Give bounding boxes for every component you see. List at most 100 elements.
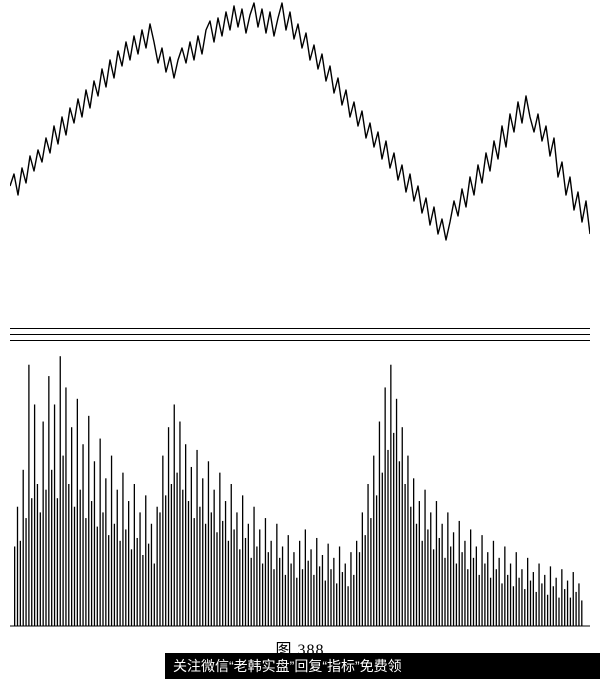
volume-bar <box>23 470 24 626</box>
volume-bar <box>188 501 189 626</box>
volume-bar <box>34 404 35 626</box>
volume-bar <box>174 404 175 626</box>
volume-bar <box>550 566 551 626</box>
volume-bar <box>65 387 66 626</box>
volume-bar <box>40 512 41 626</box>
volume-bar <box>313 575 314 626</box>
volume-bar <box>399 461 400 626</box>
volume-bar <box>179 422 180 626</box>
volume-bar <box>216 532 217 626</box>
volume-bar <box>558 598 559 626</box>
volume-bar <box>225 501 226 626</box>
volume-bar <box>196 450 197 626</box>
volume-bar <box>208 461 209 626</box>
volume-bar <box>54 404 55 626</box>
volume-bar <box>424 490 425 626</box>
promo-banner: 关注微信“老韩实盘”回复“指标”免费领 <box>165 653 600 679</box>
volume-bar <box>231 484 232 626</box>
volume-bar <box>487 552 488 626</box>
volume-bar <box>578 583 579 626</box>
volume-bar <box>402 427 403 626</box>
volume-bar <box>379 422 380 626</box>
volume-bar <box>308 561 309 626</box>
volume-bar <box>319 566 320 626</box>
volume-bar <box>108 535 109 626</box>
volume-bar <box>476 546 477 626</box>
volume-bar <box>214 490 215 626</box>
volume-bar <box>516 552 517 626</box>
volume-bar <box>253 507 254 626</box>
volume-bar <box>202 478 203 626</box>
volume-bar <box>422 541 423 626</box>
volume-bar <box>393 433 394 626</box>
volume-bar <box>453 532 454 626</box>
volume-bar <box>236 512 237 626</box>
price-line-path <box>10 3 590 240</box>
volume-bar <box>373 456 374 626</box>
volume-bar <box>493 541 494 626</box>
volume-bar <box>20 541 21 626</box>
volume-bar <box>162 456 163 626</box>
volume-bar <box>111 456 112 626</box>
volume-bar <box>581 600 582 626</box>
volume-bar <box>385 387 386 626</box>
volume-bar <box>436 501 437 626</box>
volume-bar <box>573 572 574 626</box>
volume-bar <box>245 538 246 626</box>
volume-bar <box>248 524 249 626</box>
volume-bar <box>433 549 434 626</box>
volume-bar <box>570 598 571 626</box>
volume-bars-svg <box>10 340 590 630</box>
volume-bar <box>507 575 508 626</box>
volume-bar <box>473 558 474 626</box>
volume-bar <box>461 552 462 626</box>
volume-bar <box>359 552 360 626</box>
volume-bar <box>544 575 545 626</box>
volume-bar <box>501 583 502 626</box>
volume-bar <box>222 521 223 626</box>
volume-bar <box>176 473 177 626</box>
volume-bar <box>151 524 152 626</box>
volume-bar <box>45 490 46 626</box>
volume-bar <box>134 484 135 626</box>
volume-bar <box>470 529 471 626</box>
volume-bar <box>233 529 234 626</box>
volume-bar <box>94 461 95 626</box>
volume-bar <box>276 524 277 626</box>
volume-bar <box>88 416 89 626</box>
volume-bar <box>504 546 505 626</box>
price-line-chart <box>10 0 590 300</box>
volume-bar <box>256 546 257 626</box>
volume-bar <box>356 541 357 626</box>
volume-bar <box>404 484 405 626</box>
volume-bar <box>199 507 200 626</box>
volume-bar <box>125 529 126 626</box>
volume-bar <box>290 564 291 626</box>
volume-bar <box>447 512 448 626</box>
volume-bar <box>499 558 500 626</box>
volume-bar <box>365 535 366 626</box>
volume-bar <box>442 524 443 626</box>
volume-bar <box>439 538 440 626</box>
volume-bar <box>302 569 303 626</box>
volume-bar <box>139 512 140 626</box>
volume-bar <box>28 365 29 626</box>
volume-bar <box>239 549 240 626</box>
volume-bar <box>496 569 497 626</box>
volume-bar <box>350 552 351 626</box>
volume-bar <box>31 498 32 626</box>
volume-bar <box>62 456 63 626</box>
volume-bar <box>71 427 72 626</box>
volume-bar <box>533 572 534 626</box>
volume-bar <box>413 478 414 626</box>
volume-bar <box>367 484 368 626</box>
volume-bar <box>114 524 115 626</box>
volume-bar <box>80 490 81 626</box>
volume-bar <box>43 422 44 626</box>
volume-bar <box>410 507 411 626</box>
volume-bar <box>513 586 514 626</box>
volume-bar <box>450 546 451 626</box>
volume-bar <box>293 552 294 626</box>
volume-bar <box>288 535 289 626</box>
volume-bar <box>268 552 269 626</box>
